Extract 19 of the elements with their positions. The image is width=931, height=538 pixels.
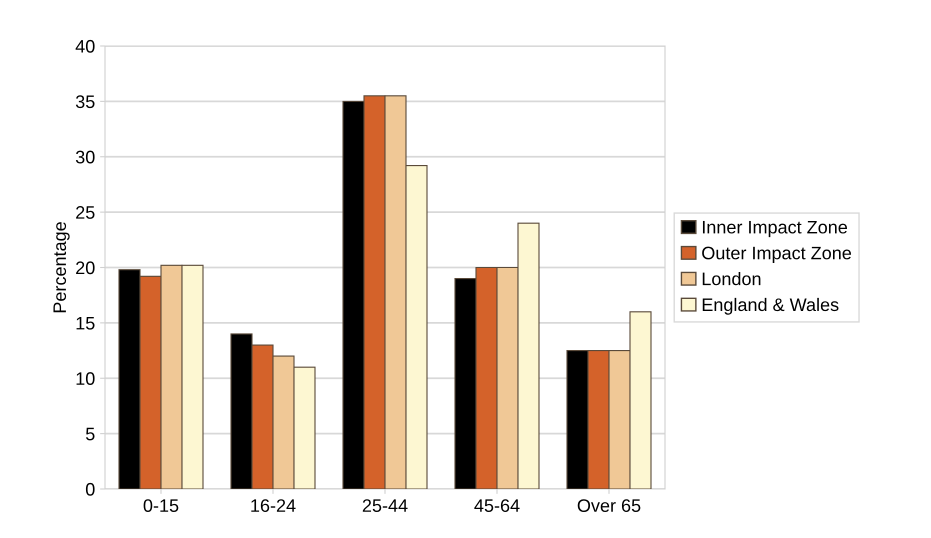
y-tick-label: 5 (86, 428, 95, 440)
x-tick-label: Over 65 (578, 499, 640, 512)
x-tick-label: 0-15 (144, 499, 178, 512)
legend-label: London (702, 272, 760, 286)
legend-label: Outer Impact Zone (702, 246, 852, 263)
y-tick-label: 30 (76, 150, 95, 164)
y-tick-label: 20 (76, 261, 95, 274)
y-tick-label: 35 (76, 95, 95, 108)
y-tick-label: 0 (86, 482, 95, 496)
x-tick-label: 25-44 (362, 499, 408, 512)
x-tick-label: 45-64 (474, 499, 520, 512)
legend-label: Inner Impact Zone (702, 220, 848, 238)
y-tick-label: 40 (76, 40, 95, 53)
legend-label: England & Wales (702, 298, 838, 315)
y-tick-label: 10 (76, 372, 95, 385)
y-axis-title: Percentage (53, 222, 70, 312)
y-tick-label: 25 (76, 206, 95, 219)
y-tick-label: 15 (76, 316, 95, 330)
x-tick-label: 16-24 (251, 499, 296, 512)
